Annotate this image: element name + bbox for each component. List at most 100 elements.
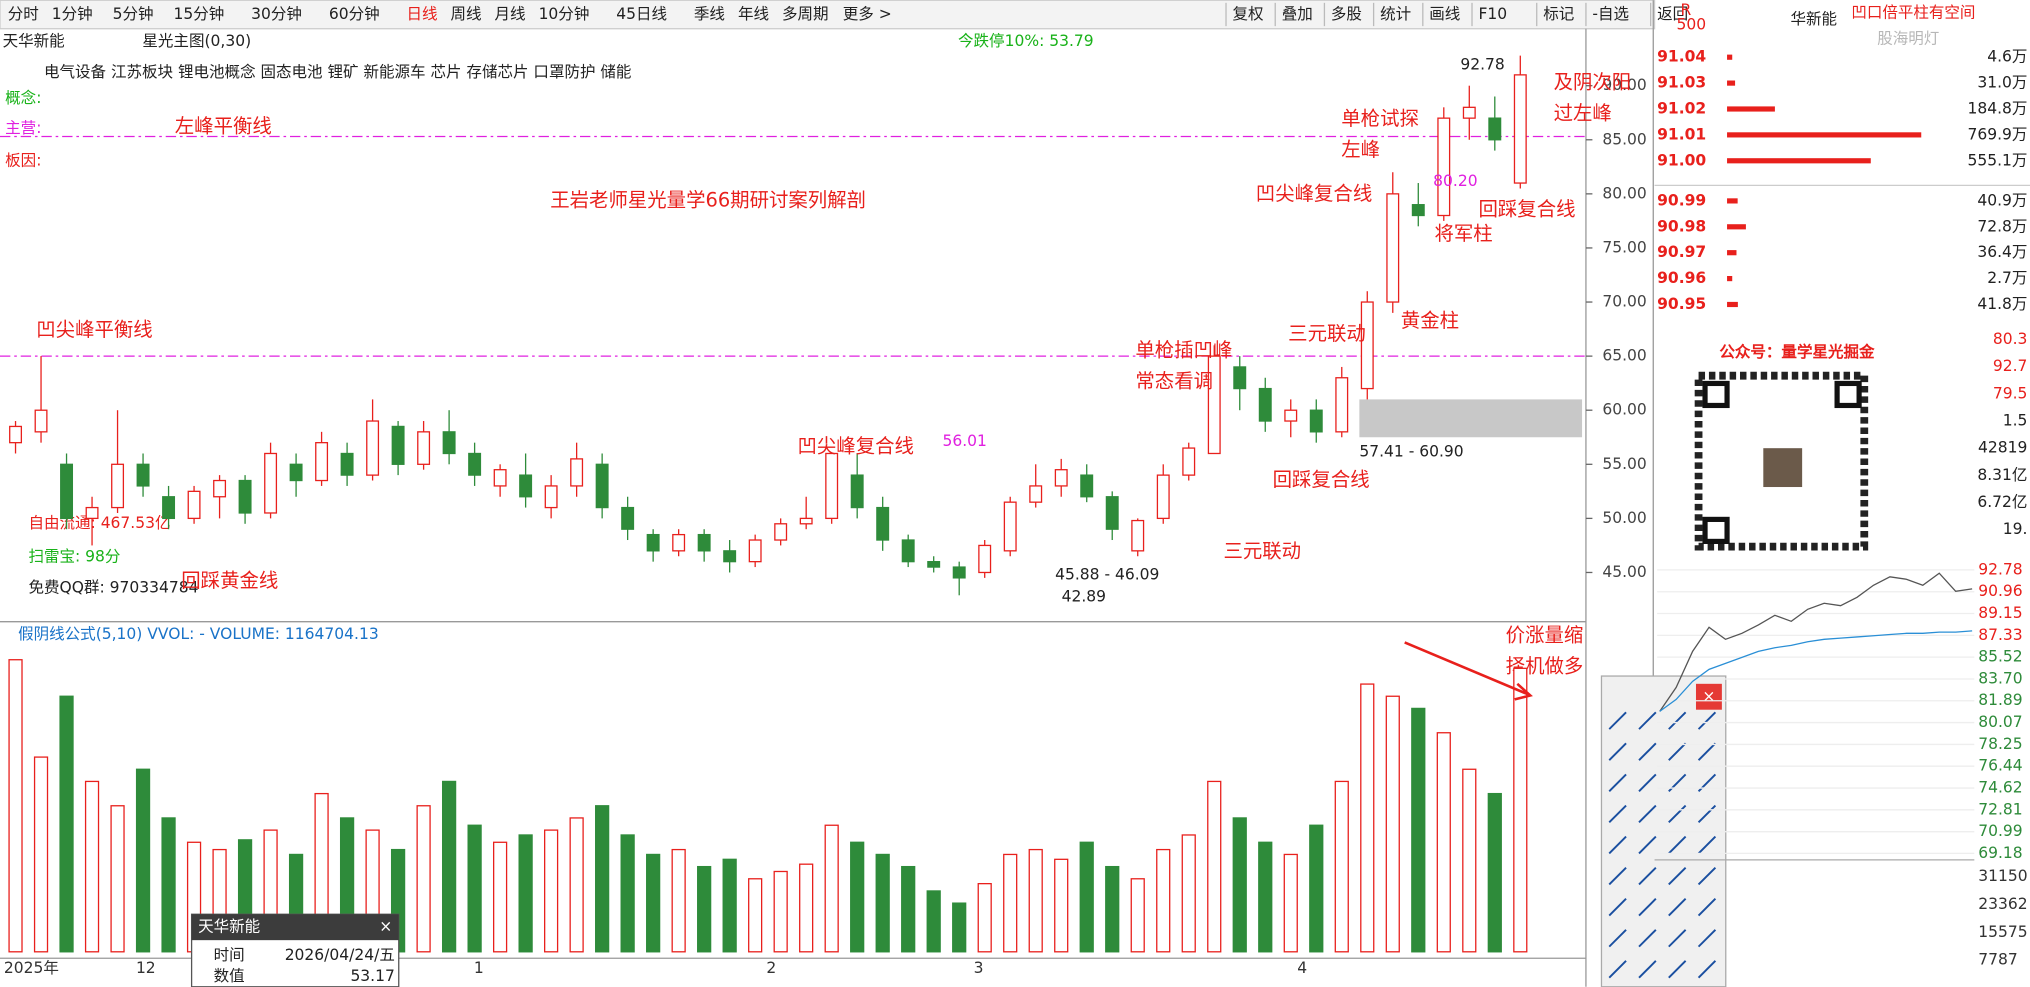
period-tab[interactable]: 更多 > (843, 5, 892, 23)
draw-tool[interactable] (1697, 804, 1717, 824)
palette-close[interactable]: × (1702, 687, 1715, 705)
draw-tool[interactable] (1638, 835, 1657, 855)
draw-tool[interactable] (1608, 835, 1627, 855)
draw-tool[interactable] (1608, 773, 1627, 792)
mini-y-label: 78.25 (1978, 735, 2022, 753)
period-tab[interactable]: 30分钟 (251, 5, 302, 23)
book-bar (1727, 106, 1775, 112)
toolbar-button[interactable]: 画线 (1429, 5, 1460, 23)
volume-bar (1079, 841, 1094, 953)
draw-tool[interactable] (1638, 898, 1657, 917)
draw-tool[interactable] (1638, 804, 1657, 824)
period-tab[interactable]: 10分钟 (539, 5, 590, 23)
mini-y-label: 69.18 (1978, 844, 2022, 862)
period-tab[interactable]: 多周期 (782, 5, 829, 23)
draw-tool[interactable] (1638, 773, 1657, 792)
draw-tool[interactable] (1608, 960, 1627, 979)
draw-tool[interactable] (1697, 742, 1717, 761)
period-tab[interactable]: 分时 (8, 5, 39, 23)
book-volume: 31.0万 (1977, 74, 2027, 92)
candle-body (1386, 193, 1400, 303)
draw-tool[interactable] (1638, 742, 1657, 761)
candle-body (1003, 501, 1017, 552)
draw-tool[interactable] (1668, 866, 1687, 886)
toolbar-button[interactable]: -自选 (1592, 5, 1629, 23)
draw-tool[interactable] (1697, 898, 1717, 917)
draw-tool[interactable] (1668, 960, 1687, 979)
volume-bar (1513, 667, 1528, 953)
draw-tool[interactable] (1697, 835, 1717, 855)
toolbar-button[interactable]: 统计 (1380, 5, 1411, 23)
draw-tool[interactable] (1608, 804, 1627, 824)
draw-tool[interactable] (1668, 898, 1687, 917)
draw-tool[interactable] (1638, 711, 1657, 730)
draw-tool[interactable] (1697, 929, 1717, 948)
toolbar-button[interactable]: 返回 (1657, 5, 1688, 23)
toolbar-button[interactable]: 标记 (1543, 5, 1574, 23)
x-tick-label: 4 (1297, 959, 1307, 977)
period-tab[interactable]: 季线 (694, 5, 725, 23)
toolbar-button[interactable]: 叠加 (1282, 5, 1313, 23)
candle-body (774, 523, 788, 541)
annotation: 三元联动 (1223, 539, 1301, 562)
toolbar-button[interactable]: F10 (1478, 5, 1507, 23)
draw-tool[interactable] (1608, 711, 1627, 730)
period-tab[interactable]: 月线 (495, 5, 526, 23)
mini-line (1659, 630, 1973, 712)
period-tab[interactable]: 年线 (738, 5, 769, 23)
period-tab[interactable]: 45日线 (616, 5, 667, 23)
annotation: 回踩复合线 (1478, 197, 1575, 220)
draw-tool[interactable] (1668, 711, 1687, 730)
period-tab[interactable]: 日线 (407, 5, 438, 23)
candle-body (1105, 496, 1119, 530)
y-tick-label: 65.00 (1602, 347, 1646, 365)
book-bar (1727, 198, 1738, 204)
annotation: 左峰 (1341, 138, 1380, 161)
draw-tool[interactable] (1638, 929, 1657, 948)
palette-close-button[interactable] (1695, 683, 1722, 710)
candle-body (952, 566, 966, 579)
book-volume: 184.8万 (1967, 99, 2027, 117)
book-bar (1727, 80, 1736, 86)
volume-bar (1232, 817, 1247, 953)
draw-tool[interactable] (1668, 835, 1687, 855)
draw-tool[interactable] (1608, 898, 1627, 917)
draw-tool[interactable] (1697, 866, 1717, 886)
popup-close[interactable]: × (379, 918, 392, 936)
book-price: 91.02 (1657, 99, 1706, 117)
draw-tool[interactable] (1638, 866, 1657, 886)
candle-body (621, 506, 635, 530)
mini-y-label: 80.07 (1978, 713, 2022, 731)
candle-body (748, 539, 762, 563)
draw-tool[interactable] (1668, 742, 1687, 761)
draw-tool[interactable] (1608, 929, 1627, 948)
annotation: 过左峰 (1554, 102, 1612, 125)
qr-finder (1834, 380, 1862, 409)
book-price: 91.01 (1657, 125, 1706, 143)
draw-tool[interactable] (1697, 960, 1717, 979)
candle-body (901, 539, 915, 563)
period-tab[interactable]: 5分钟 (113, 5, 154, 23)
period-tab[interactable]: 60分钟 (329, 5, 380, 23)
period-tab[interactable]: 1分钟 (52, 5, 93, 23)
book-volume: 40.9万 (1977, 191, 2027, 209)
toolbar-button[interactable]: 多股 (1331, 5, 1362, 23)
volume-bar (850, 841, 865, 953)
period-tab[interactable]: 周线 (451, 5, 482, 23)
toolbar-button[interactable]: 复权 (1233, 5, 1265, 23)
candle-body (213, 479, 227, 498)
candle-body (60, 463, 74, 520)
annotation: 左峰平衡线 (175, 115, 272, 138)
period-tab[interactable]: 15分钟 (173, 5, 224, 23)
draw-tool[interactable] (1668, 929, 1687, 948)
draw-tool[interactable] (1668, 804, 1687, 824)
draw-tool[interactable] (1608, 742, 1627, 761)
candle-body (315, 442, 329, 482)
volume-bar (1207, 780, 1222, 953)
draw-tool[interactable] (1697, 711, 1717, 730)
draw-tool[interactable] (1638, 960, 1657, 979)
volume-bar (595, 805, 610, 953)
draw-tool[interactable] (1608, 866, 1627, 886)
candle-body (1080, 474, 1094, 498)
book-bar (1727, 250, 1737, 256)
